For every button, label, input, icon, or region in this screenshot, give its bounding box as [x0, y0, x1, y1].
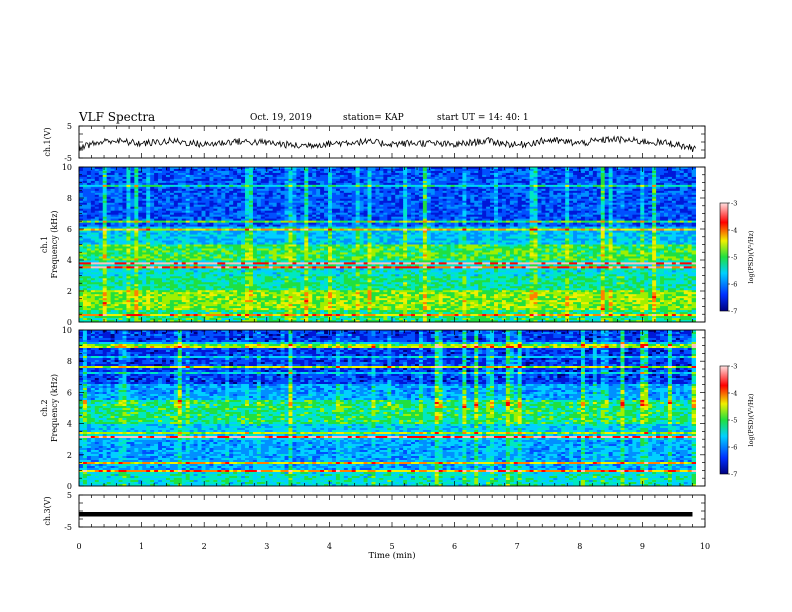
vlf-figure: 5-5ch.1(V)5-5ch.3(V)0246810ch.1 Frequency… [0, 0, 792, 612]
spectrogram-ch1 [79, 167, 696, 322]
